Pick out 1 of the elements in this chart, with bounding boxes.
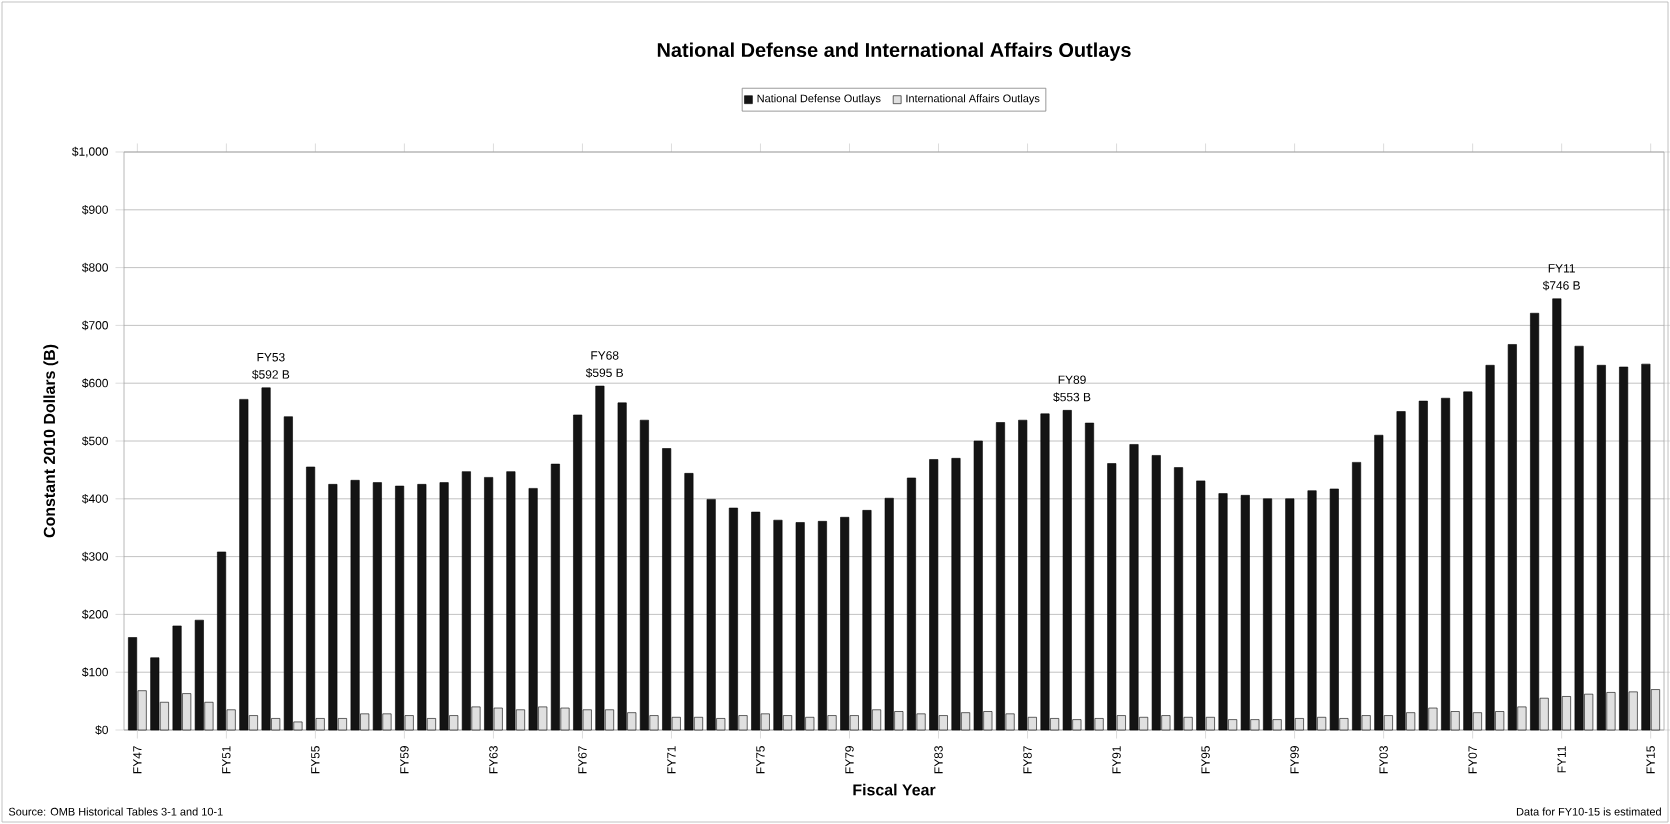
chart-title: National Defense and International Affairs Outlays <box>657 42 1131 61</box>
